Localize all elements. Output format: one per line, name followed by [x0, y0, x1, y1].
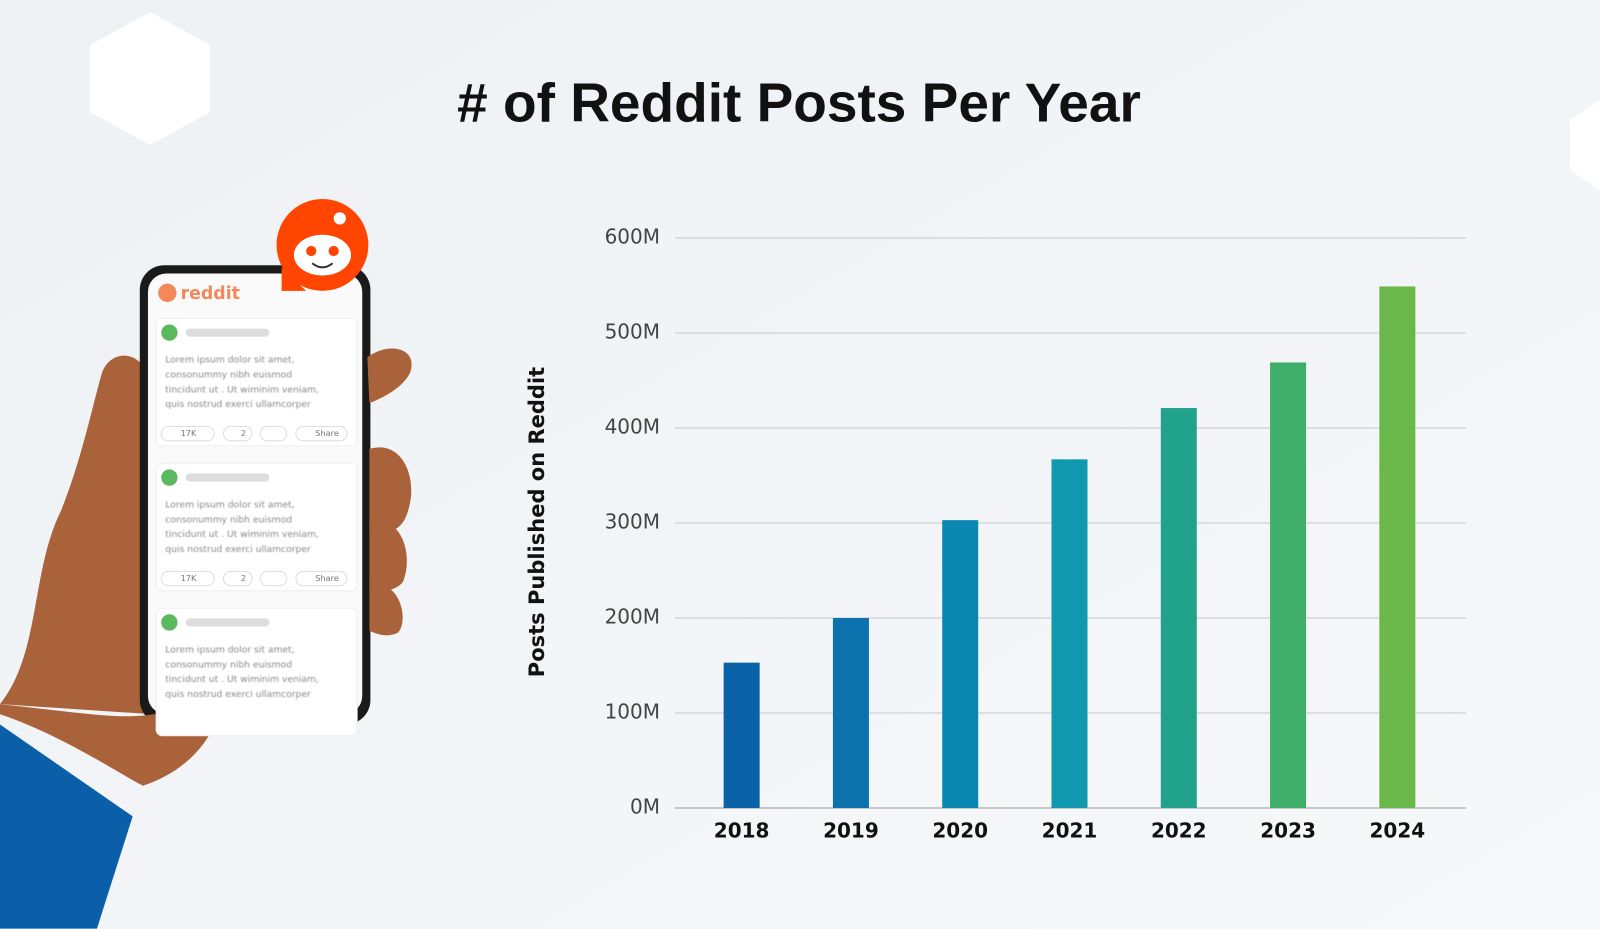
post-card [155, 462, 358, 592]
save-pill [259, 426, 288, 442]
username-placeholder [185, 618, 270, 627]
post-card [155, 317, 358, 447]
x-tick-label: 2023 [1260, 819, 1316, 843]
bar [723, 662, 760, 808]
plot: 0M 100M 200M 300M 400M 500M 600M 2018 2019 2020 20… [605, 225, 1466, 843]
post-text: consonummy nibh euismod [165, 514, 292, 525]
post-text: Lorem ipsum dolor sit amet, [165, 500, 294, 511]
bar [832, 618, 869, 808]
bar [942, 520, 979, 808]
thumb [367, 348, 412, 404]
x-tick-label: 2024 [1370, 819, 1426, 843]
bar [1051, 459, 1088, 808]
post-text: quis nostrud exerci ullamcorper [165, 544, 311, 555]
y-tick-label: 300M [605, 510, 660, 534]
logo-text: reddit [181, 284, 240, 304]
snoo-mouth [311, 262, 334, 269]
username-placeholder [185, 328, 270, 337]
post-text: consonummy nibh euismod [165, 659, 292, 670]
upvote-count: 17K [181, 573, 197, 583]
share-label: Share [315, 573, 339, 583]
bar [1270, 362, 1307, 808]
username-placeholder [185, 473, 270, 482]
x-tick-label: 2021 [1042, 819, 1098, 843]
y-tick-label: 100M [605, 700, 660, 724]
x-tick-label: 2019 [823, 819, 879, 843]
y-tick-label: 400M [605, 415, 660, 439]
post-text: Lorem ipsum dolor sit amet, [165, 644, 294, 655]
y-tick-label: 200M [605, 605, 660, 629]
vote-pill [160, 426, 215, 442]
post-text: quis nostrud exerci ullamcorper [165, 399, 311, 410]
y-tick-label: 0M [630, 795, 660, 819]
share-pill [295, 426, 348, 442]
post-card [155, 607, 358, 737]
share-pill [295, 570, 348, 587]
bar [1160, 408, 1197, 808]
sleeve [0, 724, 133, 929]
comment-pill [222, 426, 253, 442]
finger [369, 447, 412, 533]
post-text: quis nostrud exerci ullamcorper [165, 689, 311, 700]
avatar [161, 469, 178, 486]
logo-icon [158, 283, 177, 303]
x-tick-label: 2022 [1151, 819, 1207, 843]
post-text: tincidunt ut . Ut wiminim veniam, [165, 384, 319, 395]
x-tick-label: 2018 [714, 819, 770, 843]
share-label: Share [315, 428, 339, 438]
save-pill [259, 570, 288, 587]
y-tick-label: 500M [605, 320, 660, 344]
chart-title: # of Reddit Posts Per Year [457, 72, 1141, 134]
snoo-eye [328, 245, 339, 257]
snoo-antenna [333, 212, 346, 225]
y-axis-label: Posts Published on Reddit [525, 367, 549, 677]
bar [1379, 286, 1416, 808]
vote-pill [160, 570, 215, 587]
finger [369, 519, 407, 591]
hexagon [1405, 0, 1565, 138]
post-text: consonummy nibh euismod [165, 369, 292, 380]
upvote-count: 17K [181, 428, 197, 438]
comment-pill [222, 570, 253, 587]
avatar [161, 324, 178, 341]
hexagon [90, 12, 210, 145]
badge-tail [281, 267, 307, 291]
avatar [161, 614, 178, 631]
comment-count: 2 [241, 573, 246, 583]
post-text: tincidunt ut . Ut wiminim veniam, [165, 529, 319, 540]
hexagon [1570, 100, 1600, 190]
y-tick-label: 600M [605, 225, 660, 249]
x-tick-label: 2020 [932, 819, 988, 843]
post-text: Lorem ipsum dolor sit amet, [165, 355, 294, 366]
snoo-eye [306, 245, 317, 257]
hand [0, 355, 154, 715]
snoo-face [293, 234, 352, 276]
finger [369, 581, 403, 636]
phone-illustration: reddit Lorem ipsum dolor sit amet, conson… [0, 198, 412, 929]
post-text: tincidunt ut . Ut wiminim veniam, [165, 674, 319, 685]
comment-count: 2 [241, 428, 246, 438]
